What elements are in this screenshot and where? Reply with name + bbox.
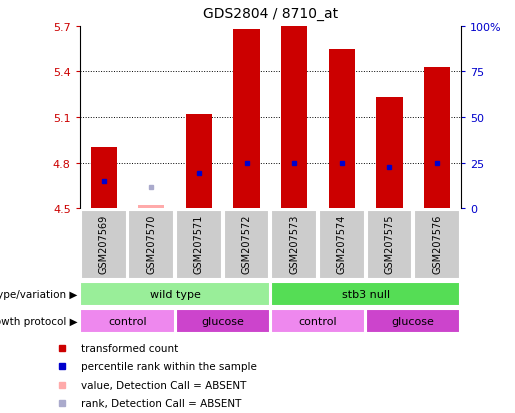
Bar [414, 210, 460, 279]
Bar [91, 148, 117, 209]
Bar [80, 309, 175, 333]
Text: GSM207573: GSM207573 [289, 214, 299, 273]
Bar [176, 210, 222, 279]
Bar [224, 210, 269, 279]
Text: rank, Detection Call = ABSENT: rank, Detection Call = ABSENT [80, 398, 241, 408]
Text: glucose: glucose [201, 316, 244, 326]
Text: GSM207571: GSM207571 [194, 214, 204, 273]
Text: control: control [108, 316, 147, 326]
Bar [271, 210, 317, 279]
Bar [186, 115, 212, 209]
Bar [319, 210, 365, 279]
Bar [329, 50, 355, 209]
Text: GDS2804 / 8710_at: GDS2804 / 8710_at [203, 7, 338, 21]
Text: value, Detection Call = ABSENT: value, Detection Call = ABSENT [80, 380, 246, 389]
Bar [128, 210, 174, 279]
Bar [366, 309, 460, 333]
Text: genotype/variation ▶: genotype/variation ▶ [0, 289, 77, 299]
Bar [138, 206, 164, 209]
Text: wild type: wild type [150, 289, 200, 299]
Bar [424, 68, 450, 209]
Text: growth protocol ▶: growth protocol ▶ [0, 316, 77, 326]
Text: GSM207574: GSM207574 [337, 214, 347, 273]
Bar [271, 309, 365, 333]
Bar [233, 30, 260, 209]
Text: percentile rank within the sample: percentile rank within the sample [80, 361, 256, 371]
Bar [80, 282, 270, 306]
Bar [367, 210, 413, 279]
Bar [81, 210, 127, 279]
Bar [271, 282, 460, 306]
Bar [281, 27, 307, 209]
Text: glucose: glucose [392, 316, 435, 326]
Text: GSM207570: GSM207570 [146, 214, 156, 273]
Text: stb3 null: stb3 null [341, 289, 390, 299]
Bar [176, 309, 270, 333]
Bar [376, 98, 403, 209]
Text: GSM207569: GSM207569 [99, 214, 109, 273]
Text: control: control [299, 316, 337, 326]
Text: transformed count: transformed count [80, 343, 178, 353]
Text: GSM207575: GSM207575 [385, 214, 394, 274]
Text: GSM207572: GSM207572 [242, 214, 251, 274]
Text: GSM207576: GSM207576 [432, 214, 442, 273]
